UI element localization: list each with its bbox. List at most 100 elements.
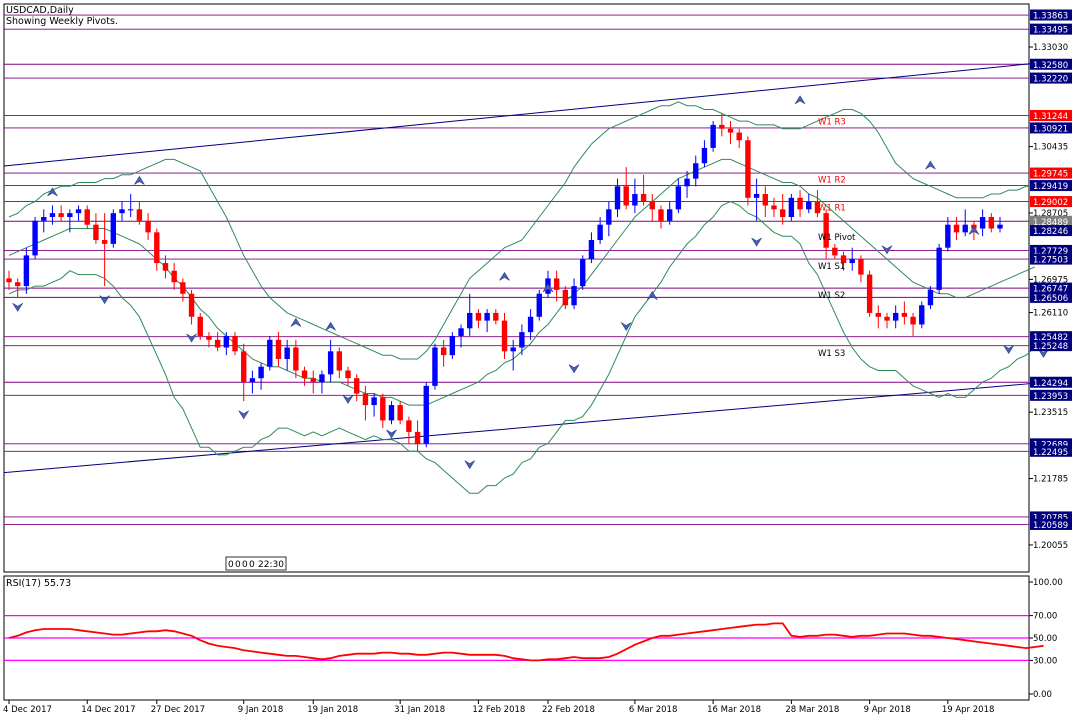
candle-bear [336,351,343,371]
fractal-up-marker [290,317,302,327]
fractal-down-marker [751,237,762,247]
candle-bull [666,209,673,221]
fractal-down-marker [99,295,110,305]
candle-bear [562,289,569,306]
candle-bull [527,316,534,333]
price-level-box [1030,445,1072,457]
candle-bull [588,240,595,260]
candle-bear [823,213,829,248]
candle-bull [936,247,942,290]
chart-symbol: USDCAD,Daily [6,5,74,16]
candle-bear [745,140,751,198]
fractal-up-marker [647,291,658,300]
timer-digit: 0 [242,560,248,570]
candle-bear [275,339,282,359]
candle-bull [945,224,951,248]
candle-bear [493,312,499,321]
candle-bull [927,289,934,306]
candle-bull [267,339,273,367]
candle-bear [101,240,108,244]
candle-bull [849,259,855,264]
candle-bull [675,186,682,210]
price-tick-label: 1.28705 [1033,209,1068,219]
candle-bear [162,263,169,271]
candle-bear [380,397,386,421]
candle-bear [727,128,734,133]
candle-bull [388,405,395,421]
fractal-down-marker [464,460,475,470]
price-level-box [1030,196,1072,208]
candle-bull [223,335,230,348]
pivot-label: W1 Pivot [818,233,856,243]
fractal-up-marker [925,160,936,170]
candle-bear [232,335,238,352]
price-tick-label: 1.33030 [1033,43,1068,53]
price-level-box [1030,58,1072,70]
rsi-tick-label: 0.00 [1033,690,1052,700]
candle-bear [188,293,195,317]
fractal-down-marker [386,429,397,439]
fractal-down-marker [620,322,632,332]
timer-digit: 0 [228,560,234,570]
fractal-down-marker [342,395,354,404]
candle-bear [658,209,664,221]
candle-bull [892,312,899,321]
candle-bull [519,332,525,348]
candle-bull [32,220,38,256]
candle-bull [710,124,716,148]
price-level-box [1030,244,1072,256]
price-level-label: 1.32580 [1033,61,1068,71]
time-tick-label: 22 Feb 2018 [542,705,595,715]
candle-bear [345,370,351,379]
time-tick-label: 6 Mar 2018 [629,705,677,715]
candle-bear [501,320,508,352]
time-tick-label: 16 Mar 2018 [707,705,761,715]
candle-bull [806,201,812,210]
candle-bull [580,259,586,287]
candle-bear [84,209,90,225]
candle-bull [467,312,473,329]
price-panel: W1 R3 W1 R2 W1 R1 W1 Pivot W1 S1 W1 S2 W1 S3 [3,3,1049,573]
candle-bear [206,335,212,340]
candle-bull [571,286,577,306]
price-level-box [1030,122,1072,134]
price-axis: 1.33030 1.30435 1.28705 1.26975 1.26110 1.235… [1029,9,1072,700]
price-level-label: 1.29002 [1033,198,1068,208]
price-level-box [1030,225,1072,237]
price-level-label: 1.27729 [1033,247,1068,257]
timer-time: 22:30 [258,560,284,570]
candle-bear [171,270,177,283]
candle-bear [640,193,647,202]
candle-bull [614,186,621,210]
trend-channel-line [3,63,1032,167]
candle-bear [397,405,403,421]
price-level-label: 1.26506 [1033,294,1068,304]
candle-bull [67,213,73,217]
price-level-box [1030,23,1072,35]
price-level-box [1030,291,1072,303]
time-tick-label: 9 Apr 2018 [864,705,911,715]
rsi-line [8,622,1044,662]
candle-bull [319,374,325,383]
candle-bull [536,293,542,317]
price-tick-label: 1.26110 [1033,309,1068,319]
candle-bull [632,193,638,206]
candle-bear [623,186,629,206]
price-level-box [1030,180,1072,192]
candle-bear [840,255,847,264]
fractal-up-marker [134,175,145,185]
fractal-up-marker [47,187,58,197]
price-level-label: 1.27503 [1033,256,1068,266]
fractal-down-marker [881,245,893,255]
fractal-up-marker [499,271,510,281]
price-tick-label: 1.20055 [1033,541,1068,551]
candle-bull [249,378,256,383]
price-tick-label: 1.30435 [1033,143,1068,153]
candle-bull [606,209,612,225]
candle-bull [753,193,760,198]
rsi-tick-label: 100.00 [1033,578,1063,588]
candle-bull [962,224,968,233]
fractal-down-marker [238,410,249,420]
candle-bear [953,224,960,233]
timer-digit: 0 [249,560,255,570]
